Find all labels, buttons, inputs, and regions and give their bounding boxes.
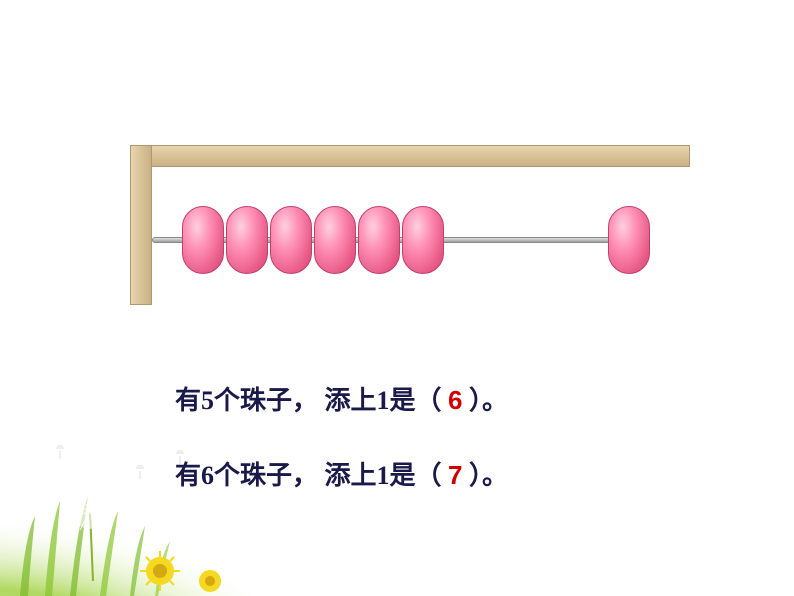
bead bbox=[314, 206, 356, 274]
bead bbox=[226, 206, 268, 274]
line2-answer: 7 bbox=[448, 460, 462, 490]
bead bbox=[182, 206, 224, 274]
line1-prefix: 有5个珠子， 添上1是（ bbox=[175, 386, 448, 415]
line1-answer: 6 bbox=[448, 385, 462, 415]
question-text-area: 有5个珠子， 添上1是（ 6 ）。 有6个珠子， 添上1是（ 7 ）。 bbox=[175, 380, 508, 530]
line2-suffix: ）。 bbox=[462, 461, 508, 490]
question-line-2: 有6个珠子， 添上1是（ 7 ）。 bbox=[175, 455, 508, 492]
abacus-frame-top bbox=[130, 145, 690, 167]
bead-right bbox=[608, 206, 650, 274]
line1-suffix: ）。 bbox=[462, 386, 508, 415]
abacus-frame-left bbox=[130, 145, 152, 305]
bead bbox=[358, 206, 400, 274]
bead bbox=[270, 206, 312, 274]
line2-prefix: 有6个珠子， 添上1是（ bbox=[175, 461, 448, 490]
bead bbox=[402, 206, 444, 274]
question-line-1: 有5个珠子， 添上1是（ 6 ）。 bbox=[175, 380, 508, 417]
abacus-diagram bbox=[130, 145, 690, 305]
